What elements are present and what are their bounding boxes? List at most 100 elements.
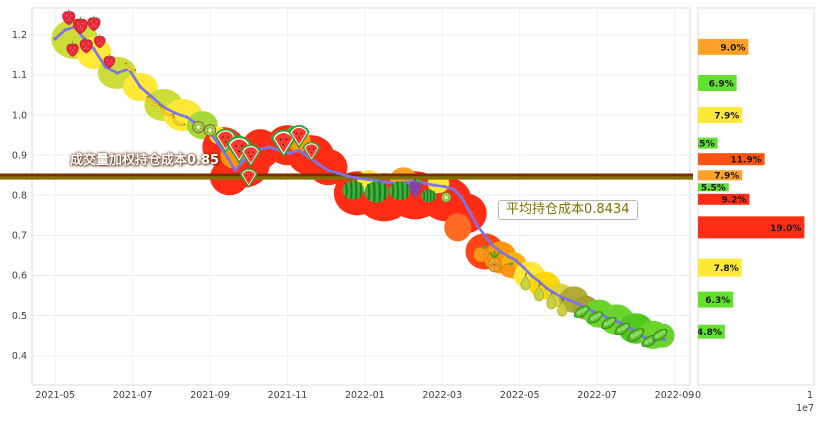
- price-point: [384, 180, 388, 184]
- x-tick-label: 2022-07: [577, 390, 617, 401]
- price-point: [529, 273, 534, 278]
- melon-icon: [341, 179, 365, 201]
- cost-bar-label: 11.9%: [730, 156, 761, 166]
- avg-cost-label: 平均持仓成本0.8434: [498, 200, 638, 220]
- price-point: [537, 279, 541, 284]
- cost-bar: [698, 216, 805, 239]
- cost-bar: [698, 38, 749, 55]
- y-tick-label: 0.8: [12, 190, 27, 201]
- price-point: [316, 162, 321, 166]
- price-point: [225, 155, 230, 159]
- price-point: [442, 184, 446, 189]
- price-point: [459, 195, 464, 200]
- price-point: [268, 145, 272, 149]
- hist-scale-label: 1e7: [796, 403, 814, 414]
- y-tick-label: 0.6: [12, 271, 27, 282]
- y-tick-label: 1.2: [12, 30, 27, 41]
- price-point: [138, 85, 143, 89]
- price-point: [560, 295, 564, 300]
- volume-blob: [444, 213, 472, 242]
- price-point: [490, 243, 495, 248]
- cost-bar: [698, 137, 718, 149]
- kiwi-icon: [192, 120, 205, 134]
- cost-bar-label: 19.0%: [770, 224, 801, 234]
- cost-bar: [698, 193, 750, 205]
- cost-bar-label: 7.8%: [714, 264, 739, 274]
- x-tick-label: 2021-09: [190, 390, 230, 401]
- cost-bar: [698, 324, 725, 339]
- price-point: [355, 176, 359, 180]
- x-tick-label: 2022-09: [655, 390, 695, 401]
- cost-bar: [698, 258, 742, 277]
- kiwi-icon: [440, 191, 452, 203]
- cost-bar-label: 3.5%: [690, 140, 715, 150]
- price-point: [374, 178, 379, 183]
- y-tick-label: 0.5: [12, 311, 27, 322]
- hist-tick-label: 1: [807, 390, 813, 401]
- y-tick-label: 1.0: [12, 110, 27, 121]
- price-point: [423, 181, 427, 185]
- price-point: [92, 47, 96, 51]
- price-point: [552, 291, 557, 295]
- price-point: [233, 168, 237, 173]
- cost-bar: [698, 291, 734, 308]
- price-point: [63, 28, 67, 32]
- y-tick-label: 1.1: [12, 70, 27, 81]
- cost-bar-label: 5.5%: [701, 184, 726, 194]
- price-point: [432, 183, 437, 187]
- cost-bar-label: 4.8%: [697, 328, 722, 338]
- price-point: [173, 111, 177, 115]
- x-tick-label: 2021-05: [35, 390, 75, 401]
- cost-bar: [698, 183, 729, 192]
- price-point: [185, 115, 189, 119]
- price-point: [326, 168, 330, 173]
- melon-icon: [363, 180, 390, 204]
- x-tick-label: 2021-07: [113, 390, 153, 401]
- price-chart: 0.4 0.5 0.6 0.7 0.8 0.9 1.0 1.1 1.2 2021-05 2021-0…: [0, 7, 695, 401]
- cost-bar-label: 7.9%: [714, 172, 739, 182]
- price-point: [591, 309, 595, 314]
- vwap-cost-label: 成交量加权持仓成本0.85: [70, 153, 220, 168]
- price-point: [545, 286, 549, 291]
- price-point: [630, 327, 634, 332]
- price-point: [452, 187, 456, 191]
- hist-tick-label: 0: [695, 390, 701, 401]
- price-point: [506, 254, 510, 258]
- cost-bar-label: 6.3%: [705, 296, 730, 306]
- price-point: [241, 159, 245, 163]
- price-point: [483, 233, 487, 238]
- price-point: [475, 223, 479, 228]
- price-point: [514, 258, 518, 262]
- x-tick-label: 2022-01: [345, 390, 385, 401]
- price-point: [521, 265, 526, 270]
- price-point: [53, 37, 57, 41]
- price-point: [663, 337, 667, 342]
- kiwi-icon: [203, 124, 217, 137]
- x-tick-label: 2022-05: [500, 390, 540, 401]
- cost-bar: [698, 170, 743, 181]
- bars-group: 9.0% 6.9% 7.9% 3.5% 11.9% 7.9% 5.5% 9.2% 19.0% 7.…: [690, 38, 805, 339]
- cost-bar: [698, 153, 765, 166]
- price-point: [568, 298, 572, 303]
- cost-bar-label: 6.9%: [709, 79, 734, 89]
- price-point: [336, 171, 340, 175]
- price-point: [345, 174, 350, 178]
- price-point: [115, 71, 119, 75]
- melon-icon: [388, 180, 412, 202]
- y-tick-label: 0.7: [12, 231, 27, 242]
- cost-bar: [698, 74, 737, 91]
- price-point: [576, 301, 580, 306]
- x-tick-label: 2021-11: [268, 390, 308, 401]
- price-point: [365, 177, 369, 181]
- melon-icon: [420, 188, 437, 203]
- plot-frame: [31, 7, 691, 386]
- cost-bar-label: 9.2%: [722, 196, 747, 206]
- price-point: [467, 209, 472, 214]
- price-point: [287, 151, 292, 155]
- price-point: [297, 148, 301, 153]
- cost-bar-label: 7.9%: [714, 111, 739, 121]
- cost-bar-label: 9.0%: [720, 43, 745, 53]
- x-tick-label: 2022-03: [422, 390, 462, 401]
